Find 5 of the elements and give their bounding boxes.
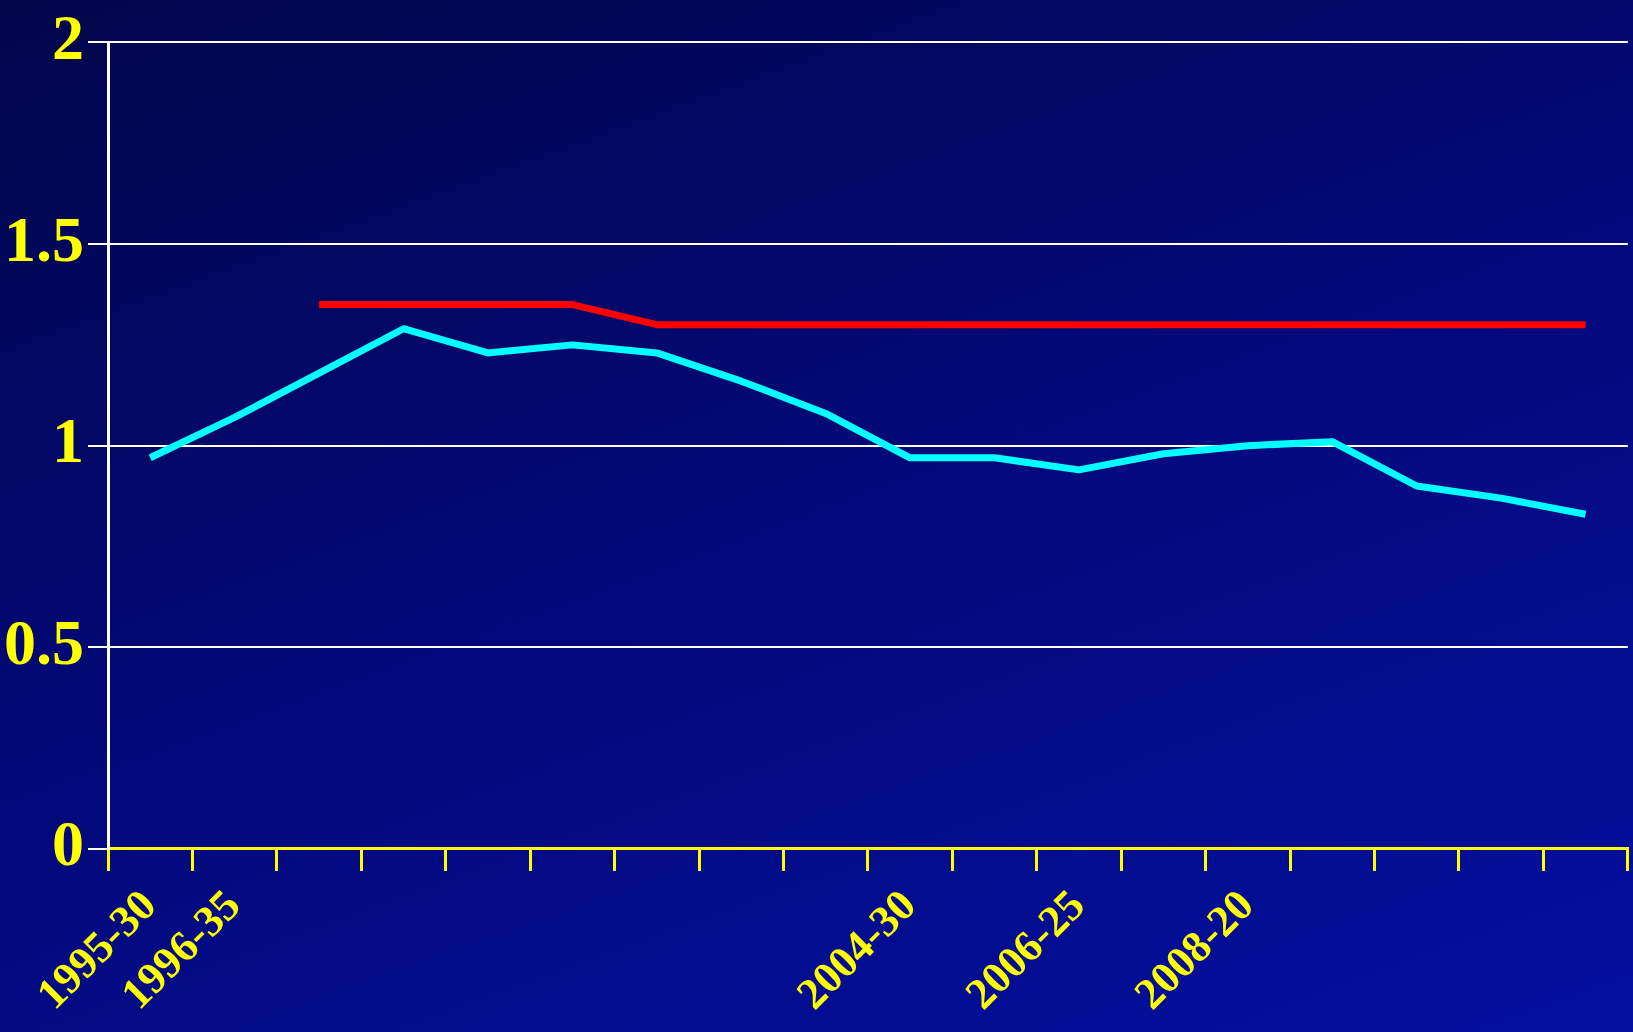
y-tick-label: 0	[52, 808, 84, 880]
y-tick-label: 0.5	[4, 606, 84, 678]
y-tick-label: 1.5	[4, 203, 84, 275]
y-tick-label: 1	[52, 405, 84, 477]
y-tick-label: 2	[52, 1, 84, 73]
